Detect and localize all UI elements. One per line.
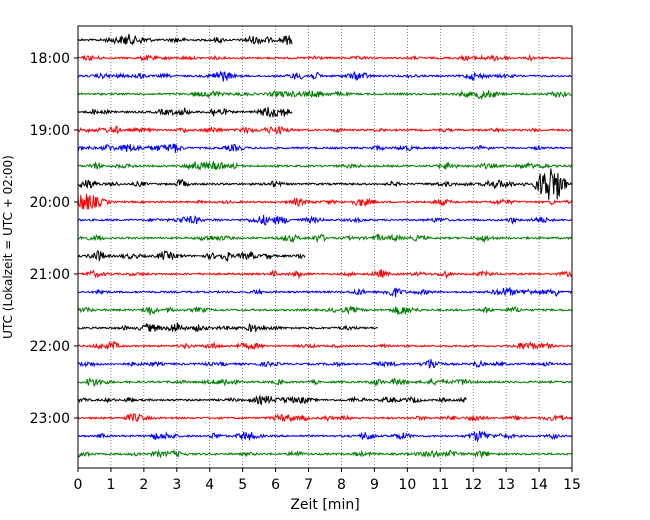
x-tick-label: 1 (106, 477, 115, 493)
y-axis-ticks: 18:00 19:00 20:00 21:00 22:00 23:00 (30, 51, 78, 427)
x-tick-label: 4 (205, 477, 214, 493)
y-tick-label: 20:00 (30, 195, 70, 211)
trace-1900 (77, 125, 573, 135)
plot-frame (77, 25, 573, 469)
x-tick-label: 12 (464, 477, 482, 493)
trace-2300 (77, 412, 573, 423)
trace-1845 (77, 106, 293, 118)
y-tick-label: 23:00 (30, 411, 70, 427)
x-axis-ticks: 0 1 2 3 4 5 6 7 8 9 10 11 12 13 14 15 (74, 468, 581, 493)
trace-2000 (77, 193, 573, 210)
y-tick-label: 21:00 (30, 267, 70, 283)
trace-2145 (77, 322, 378, 333)
trace-1915 (77, 143, 573, 153)
trace-1745 (77, 33, 293, 46)
trace-1815 (77, 70, 573, 82)
seismic-traces (77, 33, 573, 459)
y-tick-label: 18:00 (30, 51, 70, 67)
y-axis-label: UTC (Lokalzeit = UTC + 02:00) (1, 155, 15, 339)
trace-2315 (77, 430, 573, 444)
x-tick-label: 6 (271, 477, 280, 493)
x-tick-label: 3 (172, 477, 181, 493)
trace-1830 (77, 89, 573, 100)
trace-2130 (77, 305, 573, 316)
plot-background (78, 26, 572, 468)
y-tick-label: 22:00 (30, 339, 70, 355)
trace-1930 (77, 160, 573, 171)
trace-2330 (77, 448, 573, 459)
x-tick-label: 11 (431, 477, 449, 493)
trace-1800 (77, 54, 573, 63)
trace-2215 (77, 359, 573, 369)
y-tick-label: 19:00 (30, 123, 70, 139)
x-tick-label: 10 (398, 477, 416, 493)
x-tick-label: 13 (497, 477, 515, 493)
x-tick-label: 14 (530, 477, 548, 493)
trace-2200 (77, 340, 573, 351)
x-axis-label: Zeit [min] (290, 497, 359, 513)
trace-2045 (77, 249, 306, 263)
trace-2030 (77, 232, 573, 244)
x-tick-label: 7 (304, 477, 313, 493)
x-tick-label: 9 (370, 477, 379, 493)
x-tick-label: 0 (74, 477, 83, 493)
x-tick-label: 8 (337, 477, 346, 493)
x-tick-label: 15 (563, 477, 581, 493)
trace-2015 (77, 214, 573, 226)
x-tick-label: 2 (139, 477, 148, 493)
trace-2100 (77, 269, 573, 280)
trace-2245 (77, 394, 467, 406)
trace-2115 (77, 286, 573, 298)
x-tick-label: 5 (238, 477, 247, 493)
trace-1945 (77, 168, 573, 200)
trace-2230 (78, 377, 573, 387)
